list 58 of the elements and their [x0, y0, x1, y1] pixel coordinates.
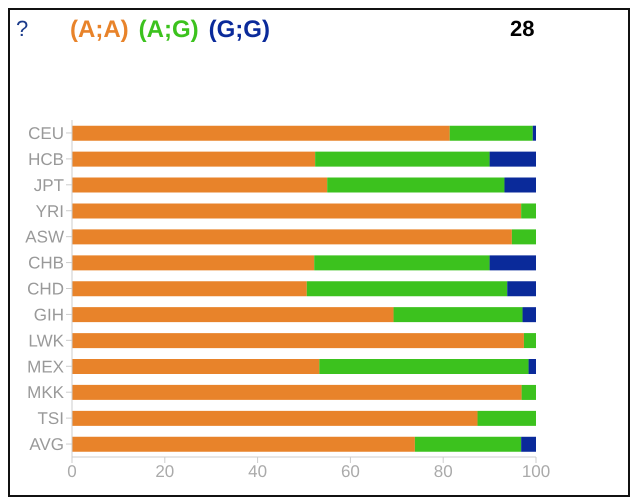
text: (A;G): [138, 16, 199, 44]
y-tick-label: TSI: [38, 409, 64, 428]
bar: [319, 359, 529, 374]
bar: [528, 359, 536, 374]
bar: [72, 281, 307, 296]
text: (A;A): [70, 16, 129, 44]
text: (G;G): [208, 16, 270, 44]
bar: [72, 255, 314, 270]
y-tick-label: MKK: [27, 383, 65, 402]
text: 28: [510, 16, 534, 42]
y-tick-label: GIH: [34, 305, 64, 324]
y-tick-label: AVG: [29, 435, 64, 454]
bar: [504, 178, 536, 193]
bar: [521, 203, 536, 218]
bar: [72, 307, 394, 322]
bar: [522, 307, 536, 322]
y-tick-label: HCB: [28, 150, 64, 169]
bar: [327, 178, 504, 193]
bar: [72, 126, 450, 141]
y-tick-label: ASW: [25, 228, 64, 247]
bar: [512, 229, 536, 244]
y-tick-label: MEX: [27, 357, 64, 376]
y-tick-label: CHD: [27, 280, 64, 299]
bar: [532, 126, 536, 141]
bar: [72, 436, 415, 452]
bar: [314, 255, 490, 270]
bar: [450, 126, 533, 141]
x-tick-label: 0: [67, 462, 77, 482]
y-tick-label: YRI: [36, 202, 64, 221]
x-tick-label: 60: [340, 462, 360, 482]
bar: [507, 281, 536, 296]
bar: [478, 410, 536, 426]
bar: [524, 333, 536, 348]
bar: [394, 307, 523, 322]
bar: [72, 384, 522, 400]
bar: [72, 178, 328, 193]
bar: [72, 203, 522, 218]
bar: [72, 152, 316, 167]
bar: [306, 281, 508, 296]
bar: [72, 229, 512, 244]
y-tick-label: CEU: [28, 124, 64, 143]
bar: [414, 436, 522, 452]
bar: [521, 436, 536, 452]
y-tick-label: JPT: [34, 176, 64, 195]
text: ?: [16, 16, 28, 42]
y-tick-label: CHB: [28, 254, 64, 273]
x-tick-label: 40: [248, 462, 268, 482]
bar: [490, 255, 536, 270]
bar: [315, 152, 490, 167]
bar: [490, 152, 536, 167]
x-tick-label: 80: [434, 462, 453, 482]
bar: [72, 410, 478, 426]
bar: [522, 384, 536, 400]
y-tick-label: LWK: [28, 331, 65, 350]
x-tick-label: 100: [522, 462, 550, 482]
bar: [72, 359, 320, 374]
x-tick-label: 20: [155, 462, 174, 482]
bar: [72, 333, 524, 348]
